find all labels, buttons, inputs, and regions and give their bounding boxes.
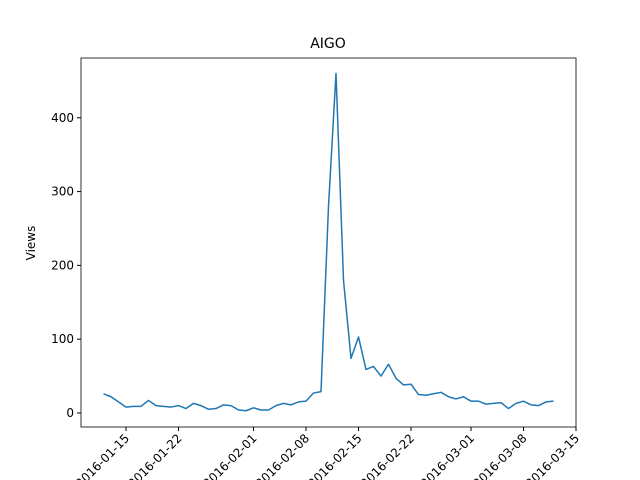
y-tick-label: 0 xyxy=(66,406,74,420)
y-tick-label: 100 xyxy=(51,332,74,346)
y-tick-label: 300 xyxy=(51,185,74,199)
data-line xyxy=(103,72,554,412)
chart-title: AIGO xyxy=(310,36,346,52)
y-tick-label: 400 xyxy=(51,111,74,125)
y-tick-label: 200 xyxy=(51,258,74,272)
y-axis-label: Views xyxy=(24,226,38,261)
plot-frame xyxy=(80,57,577,428)
